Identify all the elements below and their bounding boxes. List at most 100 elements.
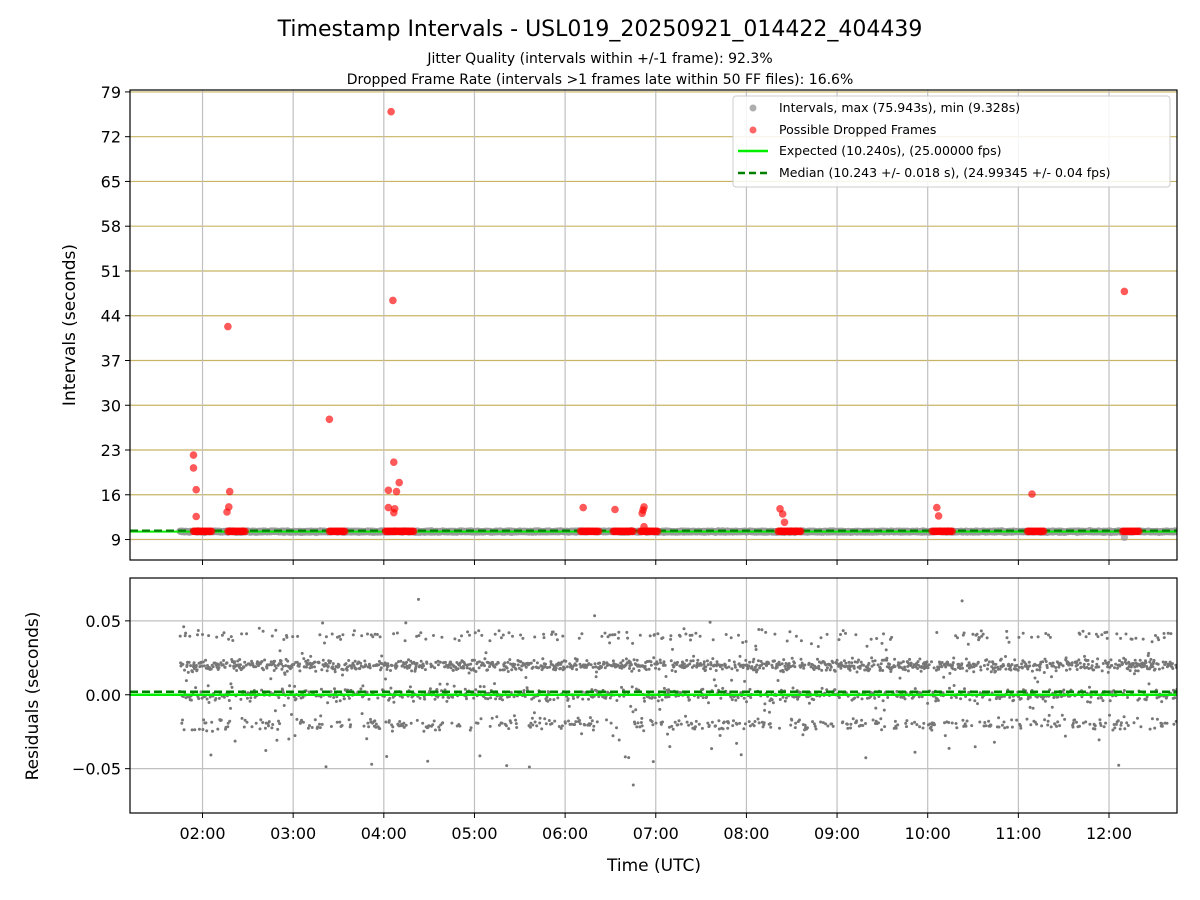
residual-point (295, 717, 299, 721)
residual-point (839, 666, 843, 670)
residual-point (951, 661, 955, 665)
residual-point (1009, 668, 1013, 672)
residual-point (664, 675, 668, 678)
residual-point (661, 720, 664, 724)
residual-point (421, 721, 425, 725)
residual-point (792, 695, 796, 699)
residual-point (225, 661, 229, 665)
residual-point (282, 704, 286, 707)
x-tick-label: 04:00 (361, 824, 407, 843)
residual-point (277, 696, 281, 700)
residual-point (684, 632, 688, 636)
residual-point (828, 668, 832, 672)
residual-point (1012, 698, 1016, 702)
residual-point (1005, 636, 1009, 640)
residual-point (632, 667, 636, 671)
residual-point (970, 724, 974, 728)
residual-point (783, 699, 787, 703)
residual-point (1033, 676, 1037, 680)
residual-point (690, 722, 694, 726)
residual-point (874, 706, 878, 710)
residual-point (264, 749, 268, 752)
residual-point (674, 670, 678, 673)
residual-point (335, 720, 339, 724)
residual-point (692, 654, 696, 658)
y-tick-label: 9 (111, 531, 121, 550)
residual-point (1043, 718, 1047, 722)
residual-point (483, 664, 486, 668)
residual-point (233, 739, 237, 743)
residual-point (1000, 723, 1004, 727)
residual-point (780, 662, 784, 666)
residual-point (1044, 660, 1048, 663)
residual-point (730, 667, 734, 671)
residual-point (747, 664, 751, 668)
residual-point (233, 660, 237, 664)
residual-point (547, 690, 551, 694)
residual-point (958, 667, 962, 670)
residual-point (666, 732, 669, 736)
residual-point (853, 660, 857, 664)
residual-point (340, 724, 344, 727)
residual-point (333, 687, 336, 691)
residuals-y-axis-label: Residuals (seconds) (23, 612, 43, 781)
residual-point (363, 659, 367, 663)
residual-point (845, 722, 849, 726)
residual-point (742, 696, 746, 700)
residual-point (979, 665, 983, 669)
residual-point (894, 726, 898, 730)
residual-point (395, 664, 399, 668)
residual-point (189, 698, 193, 702)
residual-point (433, 666, 437, 670)
dropped-frame-point (638, 509, 646, 518)
residual-point (431, 723, 435, 727)
residual-point (762, 721, 766, 725)
residual-point (619, 661, 623, 665)
residual-point (214, 697, 218, 700)
residual-point (715, 660, 719, 664)
residual-point (812, 698, 816, 702)
residual-point (903, 665, 907, 669)
residual-point (1061, 664, 1065, 668)
residual-point (502, 668, 506, 672)
dropped-frame-point (207, 527, 216, 536)
residual-point (837, 638, 841, 642)
residual-point (182, 625, 186, 629)
residual-point (670, 724, 674, 728)
residual-point (476, 721, 480, 725)
residual-point (831, 661, 835, 665)
residual-point (960, 662, 964, 666)
residual-point (548, 698, 552, 701)
residual-point (499, 636, 503, 640)
residual-point (613, 633, 617, 637)
residual-point (239, 663, 242, 667)
residual-point (1118, 659, 1121, 663)
residual-point (672, 664, 676, 668)
residual-point (694, 725, 697, 729)
residual-point (263, 658, 267, 662)
intervals-y-ticks: 9 16 23 30 37 44 51 58 65 72 79 (101, 83, 130, 550)
residual-point (329, 690, 333, 694)
residual-point (254, 721, 258, 725)
residual-point (799, 657, 803, 661)
residual-point (1062, 688, 1066, 692)
residual-point (544, 662, 547, 666)
residual-point (191, 670, 194, 674)
residual-point (1087, 632, 1091, 636)
residual-point (872, 663, 876, 667)
residual-point (587, 697, 590, 701)
residual-point (532, 659, 536, 662)
residual-point (642, 696, 646, 700)
residual-point (760, 628, 764, 632)
residual-point (1060, 713, 1064, 717)
residual-point (270, 726, 274, 730)
residual-point (245, 632, 249, 636)
y-tick-label: 72 (101, 128, 121, 147)
residual-point (306, 658, 310, 662)
residual-point (971, 632, 975, 636)
dropped-frame-point (629, 527, 637, 536)
residual-point (799, 639, 803, 643)
residual-point (367, 697, 371, 701)
residual-point (227, 699, 231, 702)
